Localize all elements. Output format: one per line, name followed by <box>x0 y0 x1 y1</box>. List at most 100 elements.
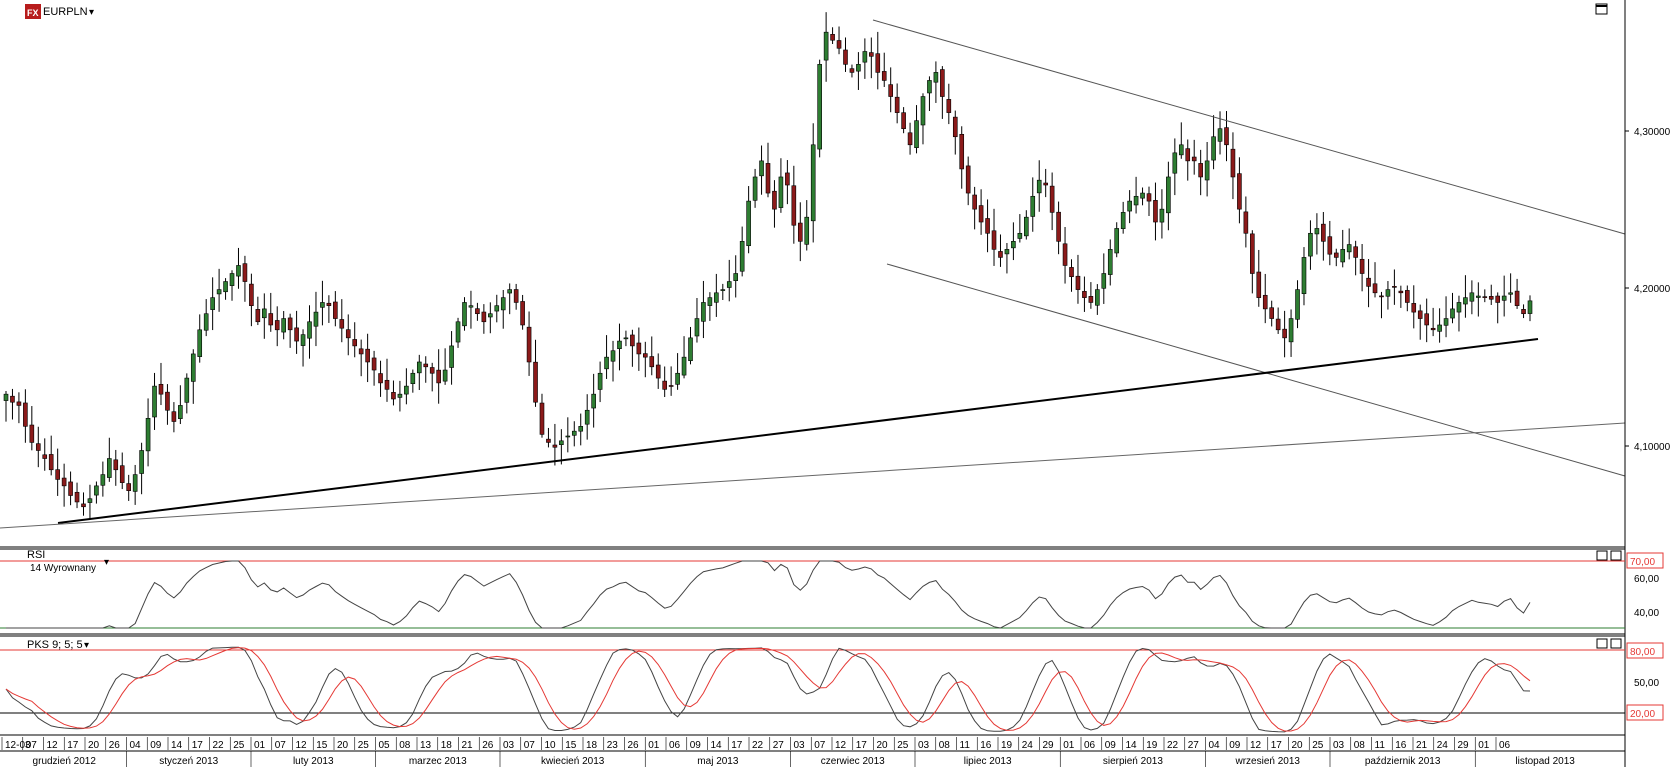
day-label: 19 <box>1146 740 1158 751</box>
candle-body <box>1095 289 1100 306</box>
candle-body <box>274 320 280 331</box>
candle-body <box>1036 179 1042 194</box>
month-label: luty 2013 <box>293 756 334 767</box>
candle <box>107 437 112 482</box>
candle-body <box>352 339 358 347</box>
candle-body <box>242 263 248 282</box>
candle <box>1333 248 1339 267</box>
candle-body <box>817 64 822 150</box>
candle <box>1346 228 1352 260</box>
candle-body <box>791 185 797 226</box>
chevron-down-icon[interactable]: ▾ <box>104 557 109 568</box>
candle <box>1424 298 1429 343</box>
candle <box>1224 111 1229 162</box>
candle <box>1011 222 1016 261</box>
month-label: listopad 2013 <box>1515 756 1575 767</box>
stochastic-panel[interactable]: PKS 9; 5; 5 ▾ 80,00 50,00 20,00 <box>0 635 1664 736</box>
candle-body <box>294 327 299 342</box>
candle <box>1211 115 1216 170</box>
candle-body <box>126 483 131 491</box>
candle-body <box>1217 128 1223 142</box>
symbol-selector[interactable]: FX EURPLN ▾ <box>25 4 94 19</box>
candle-body <box>552 444 558 448</box>
candle <box>178 385 183 425</box>
candle <box>991 208 997 266</box>
candle <box>229 270 235 301</box>
rising-support-thin-line[interactable] <box>0 422 1626 529</box>
day-label: 17 <box>856 740 868 751</box>
candle-body <box>662 380 667 390</box>
candle <box>333 291 338 327</box>
candle-body <box>1385 289 1391 297</box>
candle <box>1372 262 1378 298</box>
candle <box>294 310 299 354</box>
candle <box>1282 310 1287 358</box>
lower-channel-line[interactable] <box>886 263 1626 477</box>
candle <box>1456 295 1462 332</box>
candle-body <box>268 313 274 326</box>
candle-body <box>287 317 293 331</box>
candle <box>1204 141 1210 197</box>
candle <box>539 393 545 438</box>
candle-body <box>1392 286 1397 288</box>
candle <box>714 273 719 317</box>
rising-support-thick-line[interactable] <box>57 338 1539 524</box>
candle-body <box>649 356 655 368</box>
stochastic-maximize-button[interactable] <box>1596 638 1622 649</box>
candle-body <box>1056 211 1061 242</box>
rsi-panel[interactable]: RSI 14 Wyrownany ▾ 70,00 60,00 40,00 <box>0 548 1664 635</box>
day-label: 18 <box>441 740 453 751</box>
candle <box>165 384 170 425</box>
candle <box>281 311 286 340</box>
candle-body <box>3 393 9 401</box>
candle-body <box>1107 249 1113 275</box>
candle <box>1166 161 1171 231</box>
candle-body <box>1075 275 1081 290</box>
candle <box>1004 243 1010 274</box>
price-tick-label: 4,30000 <box>1634 127 1671 138</box>
candle <box>1476 282 1481 317</box>
trendlines-layer[interactable] <box>0 19 1626 529</box>
candle-body <box>139 450 144 474</box>
upper-channel-line[interactable] <box>872 19 1626 235</box>
candle-body <box>610 350 616 362</box>
candle-body <box>1501 295 1507 301</box>
day-label: 16 <box>980 740 992 751</box>
candle <box>1437 308 1442 343</box>
candle-body <box>1004 249 1010 255</box>
day-label: 25 <box>897 740 909 751</box>
candle-body <box>1424 313 1429 326</box>
candle <box>1308 220 1313 270</box>
rsi-maximize-button[interactable] <box>1596 550 1622 561</box>
candle-body <box>262 308 267 319</box>
candle <box>617 323 622 371</box>
maximize-icon <box>1596 550 1608 561</box>
day-label: 12-03 <box>5 740 31 751</box>
candle-body <box>862 51 868 63</box>
candle-body <box>1262 294 1268 310</box>
candle-body <box>927 80 932 94</box>
day-label: 03 <box>918 740 930 751</box>
candle <box>1017 214 1023 243</box>
day-label: 07 <box>26 740 38 751</box>
candle-body <box>888 84 893 97</box>
candle-body <box>1301 257 1307 295</box>
candle <box>287 313 293 348</box>
price-maximize-button[interactable] <box>1595 3 1608 15</box>
candle <box>1243 196 1249 248</box>
candle <box>985 199 990 253</box>
candle <box>29 406 35 451</box>
candle <box>688 326 693 365</box>
candle <box>571 421 577 447</box>
candle-body <box>1178 144 1184 156</box>
chevron-down-icon[interactable]: ▾ <box>84 640 89 651</box>
candle <box>1049 172 1055 231</box>
candle-body <box>901 112 906 130</box>
candle <box>1392 269 1397 305</box>
candle-body <box>442 369 448 382</box>
candle <box>255 296 261 326</box>
candle <box>365 333 370 383</box>
day-label: 09 <box>1105 740 1117 751</box>
candle-body <box>591 393 596 409</box>
